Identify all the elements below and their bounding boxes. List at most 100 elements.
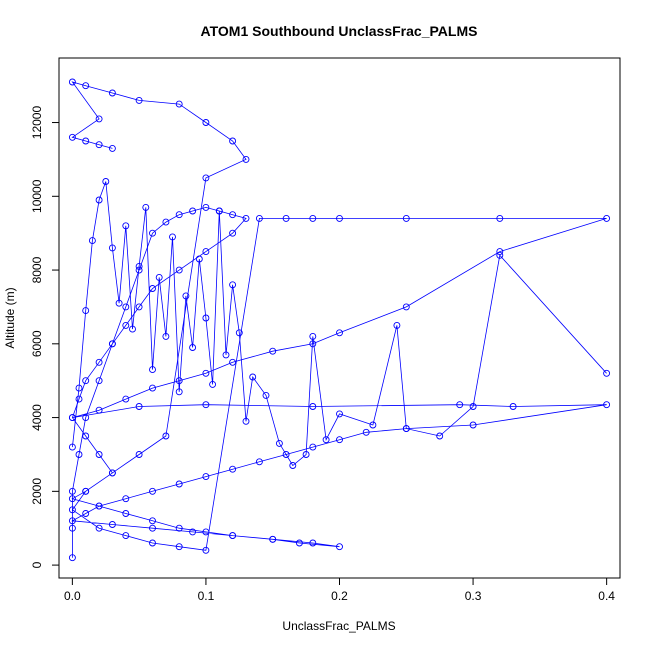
data-point: [469, 403, 477, 410]
data-point: [122, 495, 130, 503]
data-point: [82, 307, 90, 315]
data-point: [336, 436, 343, 444]
y-tick-label: 6000: [30, 330, 44, 357]
data-point: [122, 303, 130, 311]
data-point: [189, 344, 197, 351]
data-point: [336, 543, 343, 551]
data-point: [336, 214, 343, 222]
data-point: [122, 532, 130, 540]
data-point: [215, 207, 223, 215]
data-point: [496, 251, 504, 259]
data-point: [135, 403, 143, 410]
x-tick-label: 0.2: [331, 589, 348, 603]
data-point: [393, 321, 401, 329]
data-point: [82, 82, 90, 90]
data-point: [149, 487, 156, 495]
data-point: [95, 451, 103, 458]
series-line: [72, 181, 607, 467]
data-point: [75, 395, 83, 403]
data-point: [202, 473, 210, 481]
data-point: [68, 495, 76, 503]
data-point: [202, 119, 210, 126]
data-point: [68, 487, 76, 495]
data-point: [122, 510, 130, 517]
data-point: [175, 211, 183, 219]
data-point: [336, 410, 343, 418]
data-point: [235, 329, 243, 337]
data-point: [95, 141, 103, 149]
data-point: [202, 546, 210, 554]
data-point: [82, 432, 90, 440]
data-point: [95, 377, 103, 385]
data-series: [68, 178, 611, 469]
y-tick-label: 4000: [30, 404, 44, 431]
data-point: [369, 421, 377, 429]
data-point: [68, 524, 76, 532]
data-point: [269, 347, 277, 355]
data-point: [496, 248, 504, 256]
y-tick-label: 8000: [30, 256, 44, 283]
data-point: [175, 100, 183, 108]
data-point: [302, 451, 310, 458]
x-axis-label: UnclassFrac_PALMS: [282, 619, 395, 633]
data-point: [108, 469, 116, 477]
series-line: [71, 81, 607, 558]
data-point: [182, 292, 190, 300]
chart-title: ATOM1 Southbound UnclassFrac_PALMS: [201, 23, 478, 39]
data-point: [603, 401, 611, 409]
data-point: [202, 174, 210, 182]
x-tick-label: 0.4: [598, 589, 615, 603]
data-point: [142, 203, 150, 211]
data-point: [95, 524, 103, 532]
data-point: [436, 432, 444, 440]
data-point: [229, 358, 237, 366]
data-point: [155, 273, 163, 281]
data-point: [68, 78, 76, 86]
data-point: [229, 229, 237, 237]
data-point: [102, 178, 110, 185]
data-point: [242, 417, 250, 425]
data-point: [122, 222, 130, 230]
data-point: [295, 539, 303, 547]
data-point: [189, 207, 197, 215]
data-point: [496, 214, 504, 222]
data-point: [108, 89, 116, 97]
data-point: [82, 377, 90, 385]
data-point: [309, 332, 317, 340]
data-point: [68, 443, 76, 451]
data-point: [169, 233, 176, 241]
data-point: [115, 299, 123, 307]
y-tick-label: 10000: [30, 179, 44, 213]
data-point: [135, 96, 143, 104]
data-point: [189, 528, 197, 536]
x-tick-label: 0.3: [465, 589, 482, 603]
data-point: [469, 421, 477, 429]
data-point: [229, 465, 237, 473]
data-point: [195, 255, 203, 263]
y-axis: 0 2000 4000 6000 8000 10000 12000: [30, 106, 60, 568]
data-point: [289, 462, 297, 469]
y-tick-label: 2000: [30, 478, 44, 505]
data-point: [262, 391, 270, 399]
data-point: [202, 369, 210, 377]
data-point: [202, 314, 210, 322]
data-point: [95, 358, 103, 366]
data-point: [269, 535, 277, 543]
data-point: [282, 451, 290, 458]
data-point: [229, 281, 237, 289]
data-point: [402, 425, 410, 433]
data-point: [68, 133, 76, 141]
data-point: [122, 321, 130, 329]
x-tick-label: 0.1: [198, 589, 215, 603]
data-point: [149, 539, 156, 547]
data-point: [309, 539, 317, 547]
y-axis-label: Altitude (m): [3, 287, 17, 348]
data-point: [309, 403, 317, 410]
x-tick-label: 0.0: [64, 589, 81, 603]
data-point: [82, 414, 90, 422]
data-point: [68, 554, 76, 562]
data-point: [222, 351, 230, 359]
data-point: [175, 524, 183, 532]
data-point: [162, 218, 170, 226]
data-point: [402, 303, 410, 311]
